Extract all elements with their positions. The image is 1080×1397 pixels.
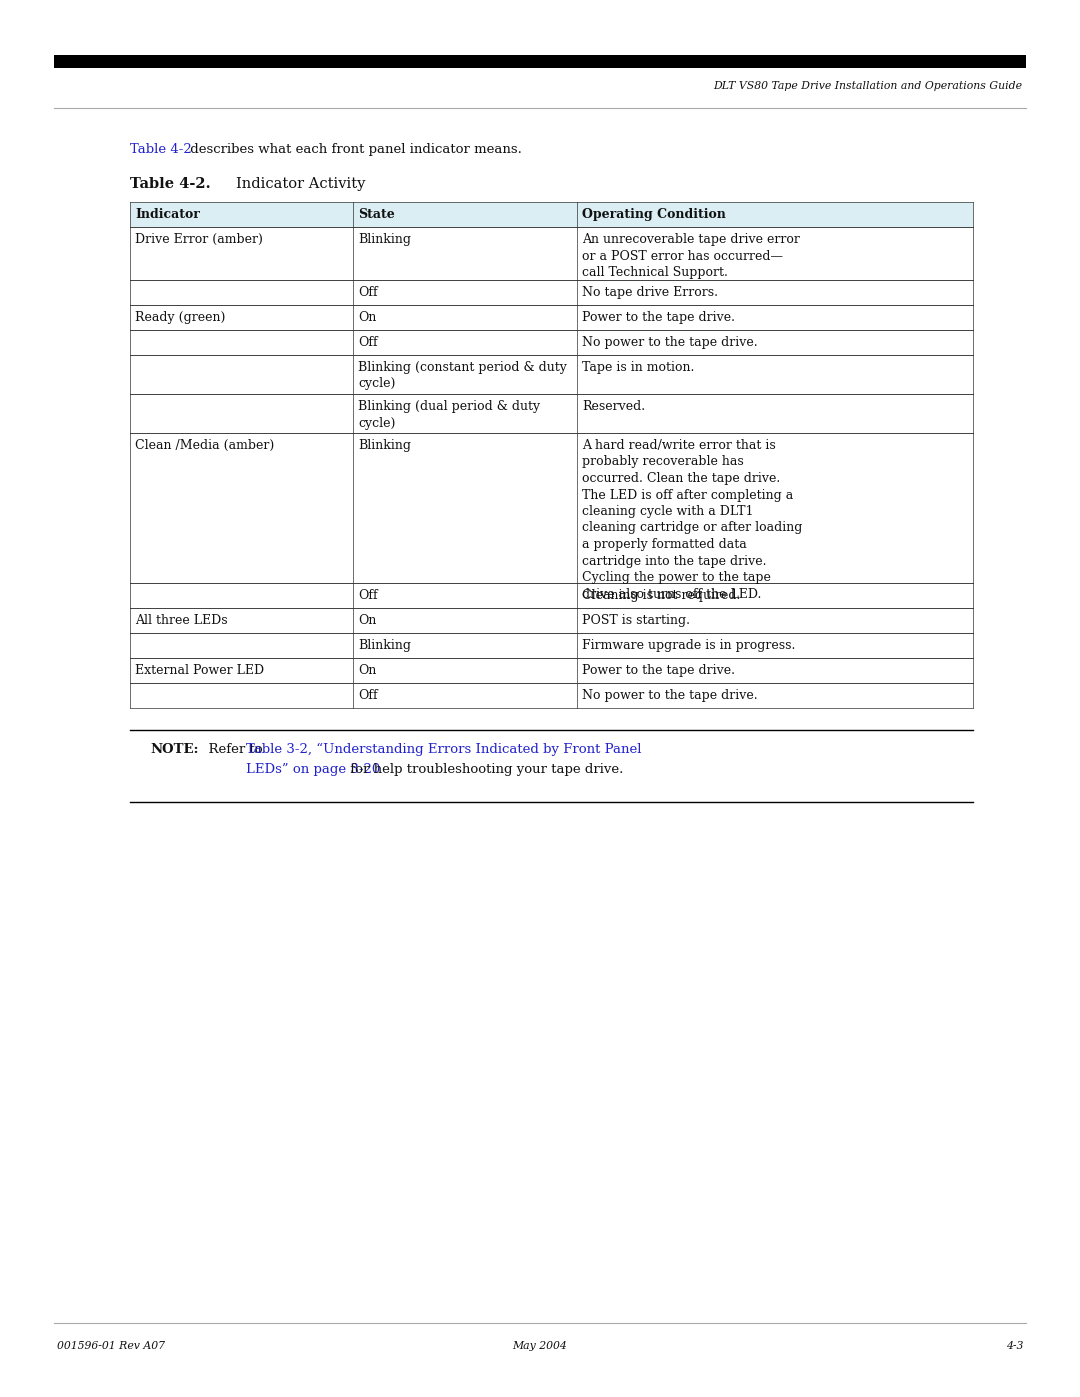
Text: Off: Off [359,286,378,299]
Text: 4-3: 4-3 [1005,1341,1023,1351]
Text: External Power LED: External Power LED [135,664,265,678]
Text: State: State [359,208,395,221]
Text: No power to the tape drive.: No power to the tape drive. [582,689,757,703]
Text: Blinking (constant period & duty
cycle): Blinking (constant period & duty cycle) [359,360,567,391]
Bar [130,203,973,226]
Text: Blinking (dual period & duty
cycle): Blinking (dual period & duty cycle) [359,400,540,429]
Text: Firmware upgrade is in progress.: Firmware upgrade is in progress. [582,638,795,652]
Text: Drive Error (amber): Drive Error (amber) [135,233,262,246]
Text: Ready (green): Ready (green) [135,312,226,324]
Text: Operating Condition: Operating Condition [582,208,726,221]
Text: Indicator Activity: Indicator Activity [237,177,365,191]
Text: Off: Off [359,689,378,703]
Text: No power to the tape drive.: No power to the tape drive. [582,337,757,349]
Text: NOTE:: NOTE: [150,743,199,756]
Text: On: On [359,312,377,324]
Text: Clean /Media (amber): Clean /Media (amber) [135,439,274,453]
Text: Tape is in motion.: Tape is in motion. [582,360,694,374]
Text: No tape drive Errors.: No tape drive Errors. [582,286,718,299]
Text: Indicator: Indicator [135,208,200,221]
Text: On: On [359,664,377,678]
Text: LEDs” on page 3-20: LEDs” on page 3-20 [246,763,380,775]
Text: POST is starting.: POST is starting. [582,615,690,627]
Text: Table 3-2, “Understanding Errors Indicated by Front Panel: Table 3-2, “Understanding Errors Indicat… [246,743,642,756]
Text: A hard read/write error that is
probably recoverable has
occurred. Clean the tap: A hard read/write error that is probably… [582,439,802,601]
Text: Refer to: Refer to [200,743,267,756]
Text: Blinking: Blinking [359,638,411,652]
Text: Power to the tape drive.: Power to the tape drive. [582,312,734,324]
Text: describes what each front panel indicator means.: describes what each front panel indicato… [186,142,522,156]
Text: Off: Off [359,337,378,349]
Text: Cleaning is not required.: Cleaning is not required. [582,590,740,602]
Text: All three LEDs: All three LEDs [135,615,228,627]
Text: May 2004: May 2004 [513,1341,567,1351]
Text: Blinking: Blinking [359,439,411,453]
Text: DLT VS80 Tape Drive Installation and Operations Guide: DLT VS80 Tape Drive Installation and Ope… [713,81,1022,91]
Bar [54,54,1026,68]
Text: Reserved.: Reserved. [582,400,645,414]
Text: Table 4-2.: Table 4-2. [130,177,211,191]
Text: An unrecoverable tape drive error
or a POST error has occurred—
call Technical S: An unrecoverable tape drive error or a P… [582,233,799,279]
Text: 001596-01 Rev A07: 001596-01 Rev A07 [57,1341,165,1351]
Text: Blinking: Blinking [359,233,411,246]
Text: Table 4-2: Table 4-2 [130,142,192,156]
Text: Power to the tape drive.: Power to the tape drive. [582,664,734,678]
Text: On: On [359,615,377,627]
Text: for help troubleshooting your tape drive.: for help troubleshooting your tape drive… [346,763,623,775]
Text: Off: Off [359,590,378,602]
